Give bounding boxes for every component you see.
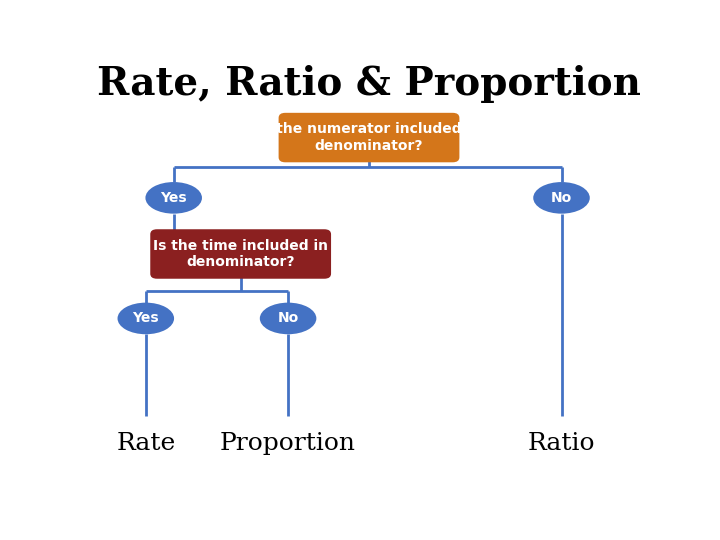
Ellipse shape xyxy=(117,302,174,334)
FancyBboxPatch shape xyxy=(279,113,459,163)
FancyBboxPatch shape xyxy=(150,230,331,279)
Text: Is the numerator included in
denominator?: Is the numerator included in denominator… xyxy=(258,123,480,153)
Text: Proportion: Proportion xyxy=(220,431,356,455)
Text: Ratio: Ratio xyxy=(528,431,595,455)
Ellipse shape xyxy=(145,182,202,214)
Text: Yes: Yes xyxy=(132,312,159,326)
Text: Rate: Rate xyxy=(116,431,176,455)
Ellipse shape xyxy=(534,182,590,214)
Text: Rate, Ratio & Proportion: Rate, Ratio & Proportion xyxy=(97,64,641,103)
Text: Is the time included in
denominator?: Is the time included in denominator? xyxy=(153,239,328,269)
Text: No: No xyxy=(551,191,572,205)
Text: No: No xyxy=(277,312,299,326)
Text: Yes: Yes xyxy=(161,191,187,205)
Ellipse shape xyxy=(260,302,316,334)
